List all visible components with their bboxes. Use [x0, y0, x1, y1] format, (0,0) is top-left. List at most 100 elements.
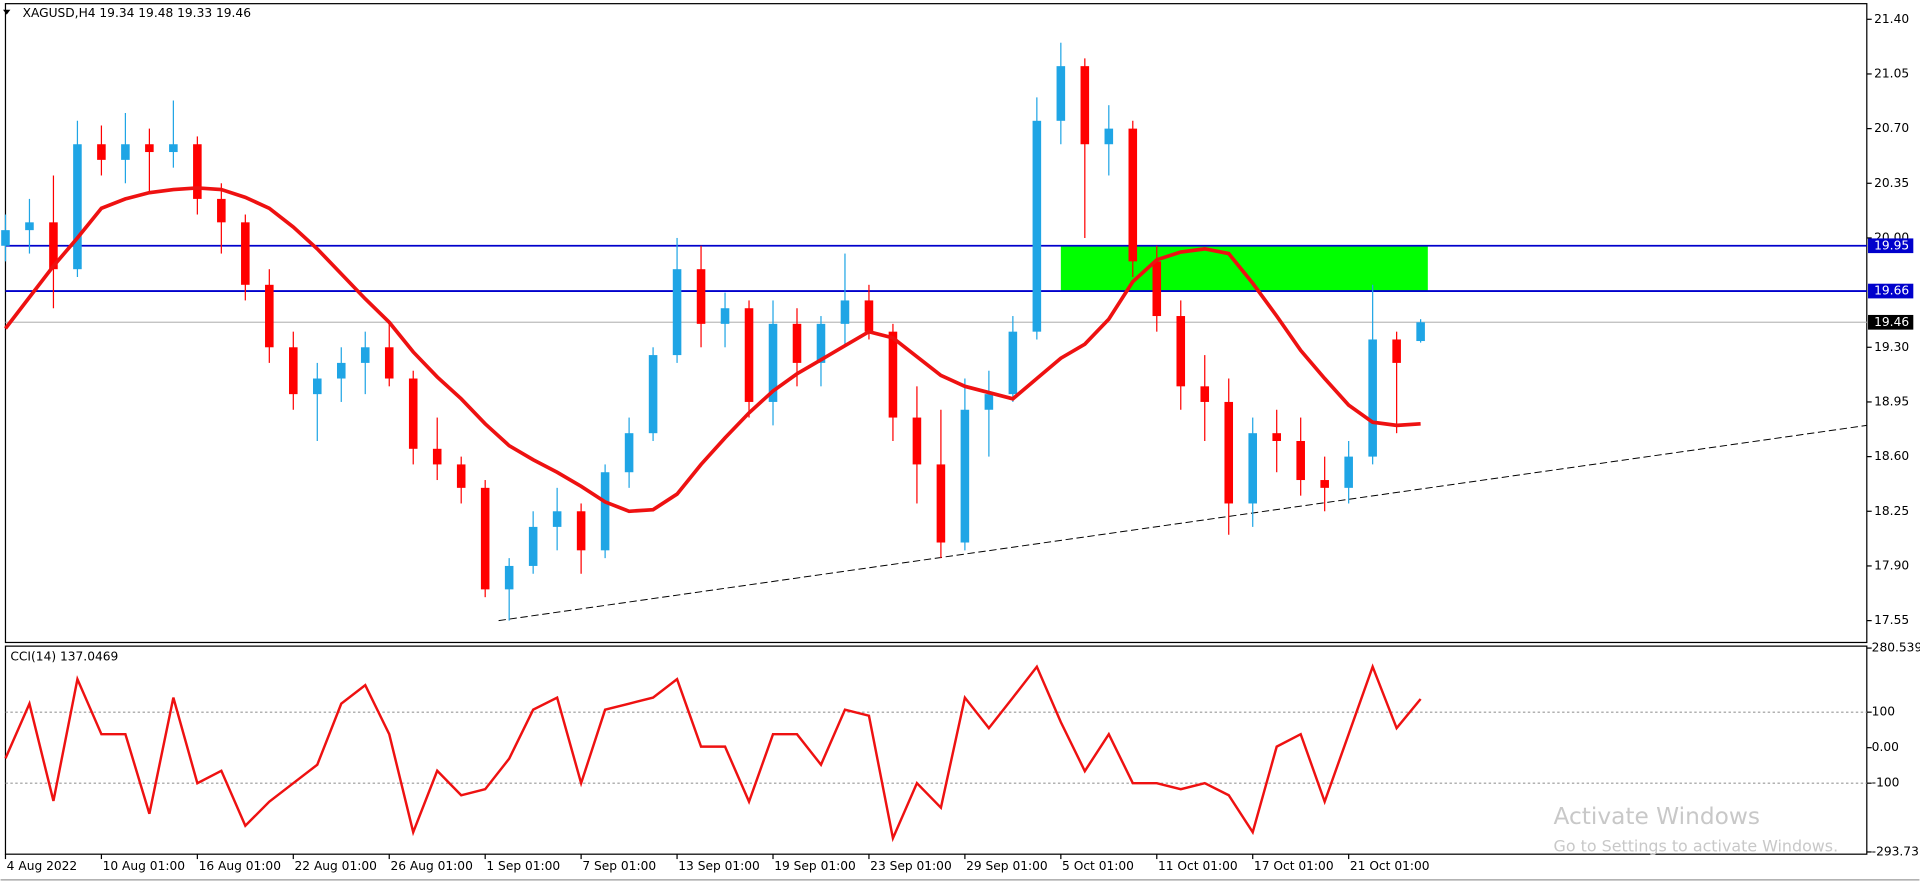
price-tag: [1868, 314, 1914, 330]
candle-body: [1320, 480, 1329, 488]
x-tick-label: 17 Oct 01:00: [1254, 859, 1334, 873]
candle-body: [528, 526, 538, 566]
candle-body: [408, 378, 418, 449]
zone: [1060, 245, 1428, 292]
candle-body: [1104, 128, 1114, 145]
candle-body: [289, 347, 298, 395]
x-tick-label: 10 Aug 01:00: [103, 859, 185, 873]
indicator-title: CCI(14) 137.0469: [10, 650, 118, 664]
candle-body: [888, 331, 898, 418]
candle-body: [552, 511, 562, 527]
x-tick-label: 4 Aug 2022: [7, 859, 78, 873]
candle-body: [936, 464, 946, 543]
x-tick-label: 1 Sep 01:00: [486, 859, 560, 873]
candle-body: [312, 378, 322, 395]
candle-body: [768, 323, 778, 402]
candle-body: [984, 394, 994, 410]
candle-body: [1200, 386, 1210, 402]
candle-body: [1, 230, 10, 246]
trendline: [498, 424, 1867, 622]
x-tick-label: 5 Oct 01:00: [1062, 859, 1134, 873]
candle-body: [696, 269, 706, 324]
candle-body: [1392, 339, 1401, 363]
candle-body: [720, 308, 730, 324]
cci-panel: [4, 645, 1868, 855]
candle-body: [1008, 331, 1018, 395]
y-tick-label: 20.35: [1874, 176, 1909, 190]
candle-body: [145, 144, 154, 153]
candle-body: [1176, 316, 1186, 387]
candle-body: [912, 417, 922, 465]
candle-body: [456, 464, 466, 488]
level-tag: [1868, 283, 1914, 299]
y-tick-label: 17.55: [1874, 613, 1909, 627]
level-label: 19.66: [1874, 284, 1909, 298]
x-tick-label: 22 Aug 01:00: [295, 859, 377, 873]
x-tick-label: 29 Sep 01:00: [966, 859, 1048, 873]
x-tick-label: 26 Aug 01:00: [390, 859, 472, 873]
candle-body: [864, 300, 874, 332]
candle-body: [1248, 433, 1258, 504]
y-tick-label: 17.90: [1874, 558, 1909, 572]
candle-body: [1152, 261, 1162, 317]
y-tick-label: -293.73: [1872, 844, 1919, 858]
candle-body: [241, 222, 250, 285]
y-tick-label: 18.60: [1874, 449, 1909, 463]
candle-body: [600, 472, 610, 551]
y-tick-label: 18.95: [1874, 394, 1909, 408]
candle-body: [217, 198, 226, 223]
candle-body: [1056, 66, 1066, 121]
x-tick-label: 13 Sep 01:00: [678, 859, 760, 873]
candle-body: [792, 323, 802, 363]
y-tick-label: 21.40: [1874, 12, 1909, 26]
candle-body: [1368, 339, 1377, 457]
candle-body: [648, 355, 658, 434]
y-tick-label: 20.70: [1874, 121, 1909, 135]
candle-body: [121, 144, 130, 160]
candle-body: [49, 222, 58, 270]
x-tick-label: 16 Aug 01:00: [199, 859, 281, 873]
candle-body: [1080, 66, 1090, 145]
candle-body: [480, 487, 490, 590]
candle-body: [73, 144, 82, 270]
candle-body: [816, 323, 826, 363]
y-tick-label: 0.00: [1872, 740, 1899, 754]
candle-body: [672, 269, 682, 356]
candle-body: [1032, 120, 1042, 332]
chart-title: XAGUSD,H4 19.34 19.48 19.33 19.46: [23, 6, 251, 20]
candle-body: [576, 511, 586, 551]
candle-body: [265, 284, 274, 348]
candle-body: [1344, 456, 1353, 488]
candle-body: [1416, 322, 1425, 342]
candle-body: [336, 362, 346, 379]
watermark-subtitle: Go to Settings to activate Windows.: [1554, 836, 1839, 855]
candle-body: [169, 144, 178, 153]
collapse-arrow[interactable]: [3, 9, 11, 15]
price-label: 19.46: [1874, 315, 1909, 329]
candle-body: [744, 308, 754, 402]
candle-body: [624, 433, 634, 473]
candle-body: [193, 144, 202, 199]
candle-body: [1224, 401, 1234, 504]
x-tick-label: 7 Sep 01:00: [582, 859, 656, 873]
candle-body: [1128, 128, 1138, 262]
candle-body: [504, 565, 514, 590]
candle-body: [1272, 433, 1281, 441]
price-panel: [4, 3, 1868, 644]
level-label: 19.95: [1874, 238, 1909, 252]
y-tick-label: 21.05: [1874, 66, 1909, 80]
x-tick-label: 21 Oct 01:00: [1350, 859, 1430, 873]
moving-average: [4, 186, 1421, 514]
y-tick-label: 19.30: [1874, 340, 1909, 354]
y-tick-label: 18.25: [1874, 504, 1909, 518]
candle-body: [384, 347, 394, 379]
level-tag: [1868, 238, 1914, 254]
y-tick-label: -100: [1872, 776, 1900, 790]
candle-body: [360, 347, 370, 363]
x-tick-label: 23 Sep 01:00: [870, 859, 952, 873]
candle-body: [1296, 440, 1305, 481]
x-tick-label: 11 Oct 01:00: [1158, 859, 1238, 873]
y-tick-label: 100: [1872, 705, 1895, 719]
